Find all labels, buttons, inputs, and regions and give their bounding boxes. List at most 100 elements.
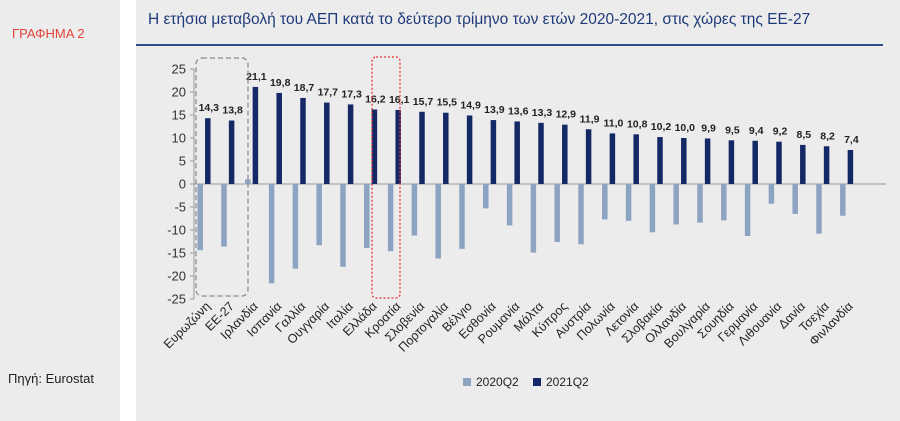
y-tick-label: -10 <box>167 223 186 238</box>
data-label-2021q2: 15,7 <box>413 96 434 108</box>
side-panel <box>0 0 120 421</box>
bar-2020q2 <box>768 184 775 204</box>
bar-2020q2 <box>744 184 751 236</box>
bar-2021q2 <box>585 129 592 184</box>
data-label-2021q2: 12,9 <box>556 109 577 121</box>
bar-2021q2 <box>657 137 663 184</box>
data-label-2021q2: 8,2 <box>820 130 835 142</box>
bar-2021q2 <box>681 138 687 184</box>
data-label-2021q2: 9,2 <box>773 126 788 138</box>
panel-gap <box>120 0 136 421</box>
source-note: Πηγή: Eurostat <box>8 371 94 386</box>
bar-2020q2 <box>721 184 727 221</box>
bar-2020q2 <box>197 184 203 251</box>
bar-2021q2 <box>371 109 378 184</box>
data-label-2021q2: 13,3 <box>532 107 553 119</box>
data-label-2021q2: 14,9 <box>460 99 481 111</box>
y-tick-label: -25 <box>167 292 186 307</box>
bar-2021q2 <box>276 92 282 184</box>
bar-2021q2 <box>300 97 306 184</box>
bar-2020q2 <box>387 184 394 252</box>
data-label-2021q2: 7,4 <box>844 134 859 146</box>
bar-2020q2 <box>506 184 513 226</box>
data-label-2021q2: 13,6 <box>508 105 529 117</box>
y-tick-label: 10 <box>172 131 186 146</box>
data-label-2021q2: 16,2 <box>365 93 386 105</box>
bar-2021q2 <box>562 124 568 184</box>
data-label-2021q2: 19,8 <box>270 77 291 89</box>
bar-2021q2 <box>466 115 473 184</box>
data-label-2021q2: 14,3 <box>199 102 220 114</box>
data-label-2021q2: 9,9 <box>701 122 716 134</box>
bar-2021q2 <box>419 111 425 184</box>
bar-2020q2 <box>602 184 608 220</box>
title-rule <box>136 44 883 46</box>
bar-2020q2 <box>292 184 299 269</box>
y-tick-label: 15 <box>172 108 186 123</box>
data-label-2021q2: 21,1 <box>246 71 267 83</box>
data-label-2021q2: 11,0 <box>603 117 623 129</box>
bar-2020q2 <box>649 184 656 233</box>
bar-2021q2 <box>728 140 735 184</box>
bar-2020q2 <box>316 184 322 246</box>
y-tick-label: 20 <box>172 85 186 100</box>
bar-2020q2 <box>435 184 441 259</box>
bar-2020q2 <box>483 184 489 209</box>
bar-2020q2 <box>221 184 227 247</box>
y-tick-label: -20 <box>167 269 186 284</box>
bar-2021q2 <box>609 133 616 184</box>
bar-2021q2 <box>347 104 354 184</box>
bar-2021q2 <box>538 122 544 184</box>
bar-2021q2 <box>490 120 497 184</box>
bar-2020q2 <box>530 184 537 253</box>
legend-label-2020: 2020Q2 <box>476 375 519 389</box>
data-label-2021q2: 10,0 <box>675 122 696 134</box>
bar-2021q2 <box>395 109 401 184</box>
data-label-2021q2: 10,2 <box>651 121 672 133</box>
legend-swatch-2020 <box>463 378 471 386</box>
bar-2020q2 <box>673 184 679 225</box>
data-label-2021q2: 13,9 <box>484 104 505 116</box>
data-label-2021q2: 9,5 <box>725 124 740 136</box>
bar-2020q2 <box>697 184 703 223</box>
bar-2021q2 <box>252 86 259 184</box>
data-label-2021q2: 9,4 <box>749 125 764 137</box>
bar-2021q2 <box>228 120 235 184</box>
y-tick-label: -15 <box>167 246 186 261</box>
bar-2020q2 <box>364 184 370 248</box>
bar-2020q2 <box>816 184 822 234</box>
data-label-2021q2: 10,8 <box>627 118 648 130</box>
bar-2020q2 <box>578 184 584 245</box>
bar-2021q2 <box>633 134 639 184</box>
y-tick-label: 25 <box>172 62 186 77</box>
bar-2021q2 <box>443 112 449 184</box>
data-label-2021q2: 15,5 <box>437 97 458 109</box>
data-label-2021q2: 8,5 <box>796 129 811 141</box>
bar-2021q2 <box>752 140 758 184</box>
bar-2020q2 <box>268 184 275 284</box>
bar-2021q2 <box>847 149 854 184</box>
highlight-box-greece <box>371 56 401 299</box>
bar-2020q2 <box>340 184 346 267</box>
bar-2020q2 <box>459 184 465 249</box>
y-tick-label: -5 <box>174 200 186 215</box>
data-label-2021q2: 18,7 <box>294 82 315 94</box>
bar-2020q2 <box>840 184 846 216</box>
bar-2021q2 <box>776 141 782 184</box>
chart-panel <box>136 0 900 421</box>
bar-2020q2 <box>792 184 798 214</box>
y-tick-label: 0 <box>179 177 186 192</box>
legend-item-2021: 2021Q2 <box>533 375 589 389</box>
chart-title: Η ετήσια μεταβολή του ΑΕΠ κατά το δεύτερ… <box>148 11 811 28</box>
data-label-2021q2: 11,9 <box>580 113 600 125</box>
data-label-2021q2: 16,1 <box>389 94 410 106</box>
legend-label-2021: 2021Q2 <box>546 375 589 389</box>
bar-2021q2 <box>800 144 806 184</box>
bar-2020q2 <box>554 184 560 242</box>
data-label-2021q2: 17,3 <box>341 88 362 100</box>
data-label-2021q2: 13,8 <box>222 105 243 117</box>
bar-2020q2 <box>625 184 632 221</box>
highlight-box-eurozone-eu27 <box>195 57 249 297</box>
bar-2021q2 <box>324 102 330 184</box>
